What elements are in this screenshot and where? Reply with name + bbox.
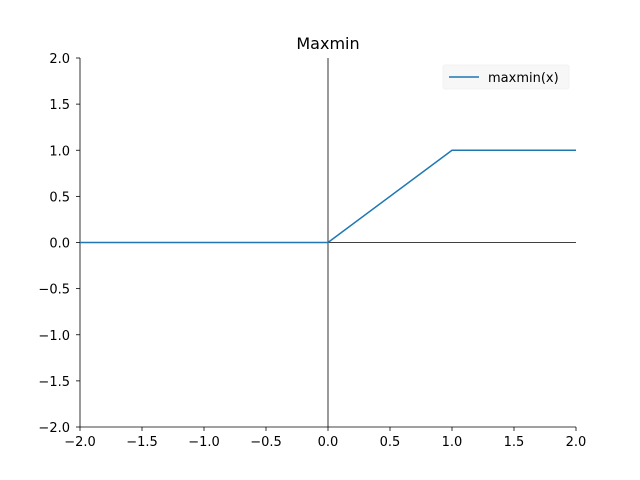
x-tick-label: −1.5: [126, 435, 158, 450]
y-tick-label: −1.0: [38, 329, 70, 344]
x-tick-label: −1.0: [188, 435, 220, 450]
x-ticks: −2.0 −1.5 −1.0 −0.5 0.0 0.5 1.0 1.5 2.0: [64, 427, 586, 450]
x-tick-label: 0.0: [318, 435, 339, 450]
y-tick-label: 0.0: [49, 237, 70, 252]
legend-frame: [442, 64, 570, 90]
y-tick-label: −2.0: [38, 421, 70, 436]
y-tick-label: 0.5: [49, 190, 70, 205]
x-tick-label: −0.5: [250, 435, 282, 450]
y-tick-label: 1.5: [49, 98, 70, 113]
x-tick-label: 1.0: [442, 435, 463, 450]
series-line-maxmin-x-: [80, 149, 576, 244]
x-tick-label: 2.0: [566, 435, 587, 450]
legend: maxmin(x): [442, 64, 570, 90]
series-group: [80, 149, 576, 244]
x-tick-label: 1.5: [504, 435, 525, 450]
y-tick-label: −1.5: [38, 375, 70, 390]
y-tick-label: 2.0: [49, 52, 70, 67]
chart-title: Maxmin: [296, 34, 359, 53]
x-tick-label: 0.5: [380, 435, 401, 450]
y-tick-label: −0.5: [38, 283, 70, 298]
y-ticks: −2.0 −1.5 −1.0 −0.5 0.0 0.5 1.0 1.5 2.0: [38, 52, 80, 436]
legend-label: maxmin(x): [488, 71, 559, 86]
y-tick-label: 1.0: [49, 144, 70, 159]
x-tick-label: −2.0: [64, 435, 96, 450]
